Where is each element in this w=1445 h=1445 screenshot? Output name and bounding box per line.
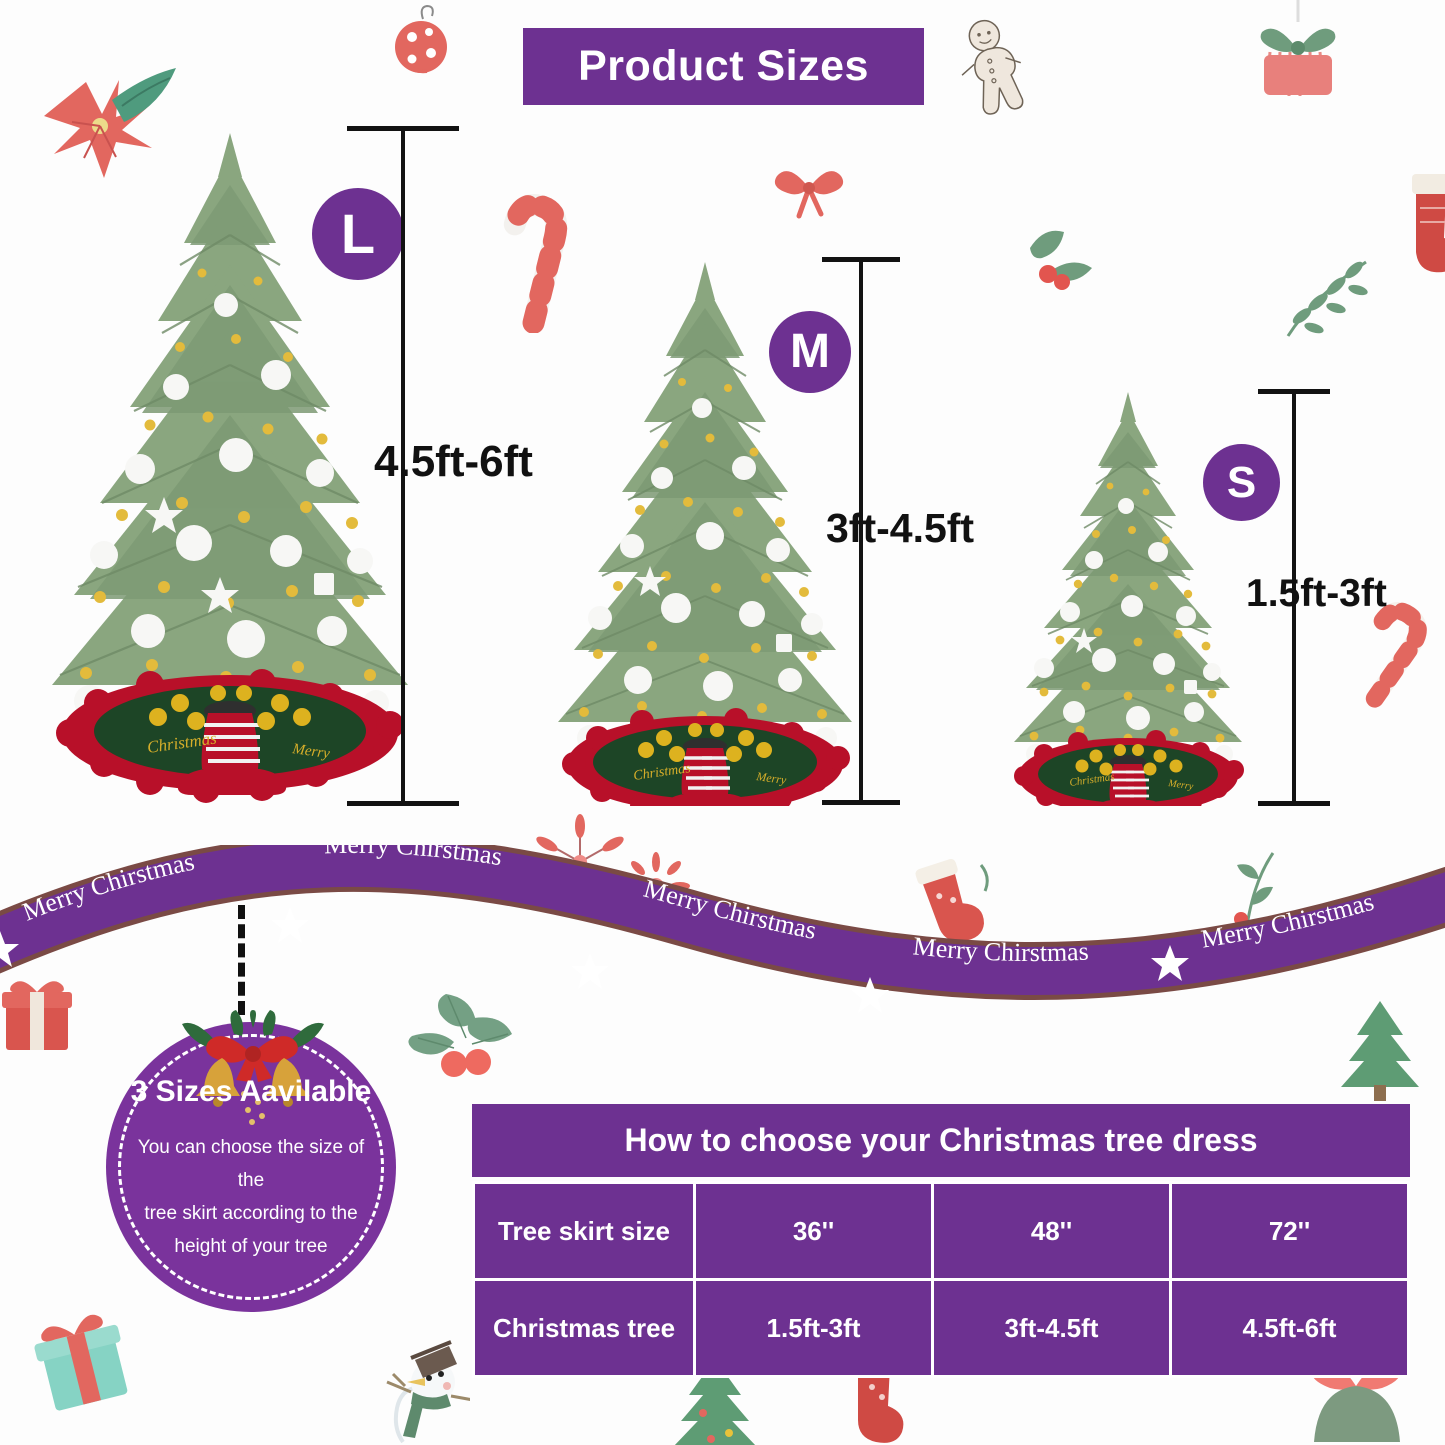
measure-bracket-small [1258, 389, 1330, 806]
size-badge-large: L [312, 188, 404, 280]
cell-tree-large: 4.5ft-6ft [1169, 1278, 1410, 1378]
cell-skirt-48: 48'' [931, 1181, 1172, 1281]
size-chart: How to choose your Christmas tree dress … [472, 1104, 1410, 1378]
bracket-cap-bottom [1258, 801, 1330, 806]
bracket-cap-bottom [822, 800, 900, 805]
three-sizes-line-2: tree skirt according to the [144, 1203, 358, 1224]
size-chart-table: Tree skirt size 36'' 48'' 72'' Christmas… [472, 1181, 1410, 1378]
ornament-ball-icon [395, 4, 447, 74]
candy-cane-icon [1365, 602, 1427, 708]
merry-christmas-ribbon: Merry Chirstmas Merry Chirstmas Merry Ch… [0, 830, 1445, 1045]
pine-tree-icon [1341, 1001, 1419, 1101]
three-sizes-heading: 3 Sizes Aavilable [130, 1074, 372, 1108]
star-icon [0, 907, 1189, 1013]
ribbon-segment: Merry Chirstmas [912, 931, 1090, 967]
measure-label-medium: 3ft-4.5ft [826, 505, 975, 551]
measure-label-small: 1.5ft-3ft [1246, 572, 1387, 615]
gingerbread-man-icon [961, 19, 1024, 115]
cell-skirt-72: 72'' [1169, 1181, 1410, 1281]
ribbon-text: Merry Chirstmas [912, 931, 1090, 967]
holly-berry-icon [1030, 230, 1092, 290]
size-badge-medium: M [769, 311, 851, 393]
size-badge-small-label: S [1226, 457, 1257, 507]
size-badge-small: S [1203, 444, 1280, 521]
snowman-icon [386, 1340, 470, 1444]
measure-label-large: 4.5ft-6ft [374, 437, 533, 486]
bracket-line [401, 126, 405, 806]
cell-skirt-36: 36'' [693, 1181, 934, 1281]
dashed-ring [118, 1034, 384, 1300]
bells-with-bow-icon [182, 1010, 324, 1125]
table-row: Tree skirt size 36'' 48'' 72'' [472, 1181, 1410, 1281]
bracket-cap-bottom [347, 801, 459, 806]
page-title-banner: Product Sizes [523, 28, 924, 105]
tree-small: Christmas Merry [1014, 392, 1244, 806]
stocking-icon [1412, 174, 1445, 273]
measure-bracket-medium [822, 257, 900, 805]
table-row: Christmas tree 1.5ft-3ft 3ft-4.5ft 4.5ft… [472, 1278, 1410, 1378]
svg-text:Merry: Merry [755, 769, 788, 787]
mistletoe-icon [1286, 260, 1368, 337]
measure-bracket-large [347, 126, 459, 806]
svg-text:Merry: Merry [1167, 778, 1195, 793]
dashed-connector [238, 905, 245, 1015]
bracket-line [859, 257, 863, 805]
cell-tree-small: 1.5ft-3ft [693, 1278, 934, 1378]
gift-box-icon [2, 981, 72, 1050]
pine-tree-icon [674, 1359, 756, 1445]
three-sizes-line-1: You can choose the size of the [137, 1136, 365, 1191]
size-badge-medium-label: M [790, 325, 830, 378]
row-header-tree-skirt-size: Tree skirt size [472, 1181, 696, 1281]
holly-berry-icon [408, 994, 512, 1077]
svg-text:Merry: Merry [290, 741, 331, 762]
tree-large: Christmas Merry [52, 133, 408, 803]
three-sizes-line-3: height of your tree [174, 1236, 328, 1258]
gift-box-icon [34, 1314, 128, 1411]
bracket-line [1292, 389, 1296, 806]
cell-tree-medium: 3ft-4.5ft [931, 1278, 1172, 1378]
poinsettia-icon [44, 68, 176, 178]
size-chart-title: How to choose your Christmas tree dress [624, 1122, 1258, 1158]
pinata-lantern-icon [1260, 0, 1336, 97]
stocking-icon [915, 858, 989, 942]
size-badge-large-label: L [340, 202, 376, 265]
candy-cane-icon [503, 194, 568, 333]
row-header-christmas-tree: Christmas tree [472, 1278, 696, 1378]
bow-icon [774, 171, 844, 219]
tree-medium: Christmas Merry [558, 262, 852, 806]
size-chart-title-bar: How to choose your Christmas tree dress [472, 1104, 1410, 1177]
page-title: Product Sizes [578, 42, 869, 90]
